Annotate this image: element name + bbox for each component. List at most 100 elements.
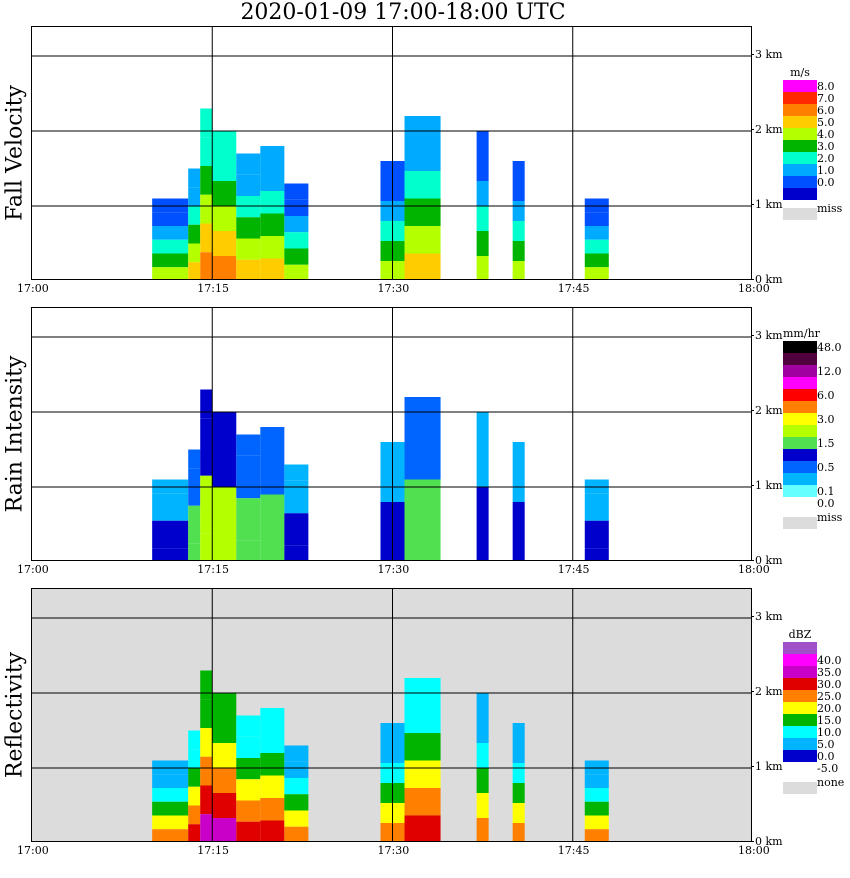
data-cell [188,224,201,244]
data-cell [152,253,189,268]
legend-row [783,449,843,461]
legend-swatch [783,128,817,140]
y-tick-label: 2 km [751,685,783,698]
panel-ylabel: Rain Intensity [0,307,30,561]
legend-label: 3.0 [817,140,835,153]
data-cell [512,161,525,181]
data-cell [260,449,285,472]
data-cell [236,821,261,841]
legend-swatch [783,176,817,188]
legend-unit: dBZ [788,628,812,641]
data-cell [512,743,525,763]
legend-swatch [783,341,817,353]
legend-label: 30.0 [817,678,842,691]
data-cell [260,146,285,169]
legend-swatch [783,485,817,497]
data-cell [188,768,201,787]
data-cell [236,196,261,218]
data-cell [188,262,201,279]
data-cell [476,818,489,841]
data-cell [236,217,261,239]
data-cell [200,533,213,560]
legend-swatch [783,702,817,714]
data-cell [512,783,525,803]
data-cell [584,226,609,240]
panel-ylabel-text: Rain Intensity [2,355,28,513]
data-cell [212,206,237,231]
colorbar-legend: m/s 8.0 7.0 6.0 5.0 4.0 3.0 2.0 1.0 0.0 miss [783,66,843,222]
colorbar-legend: dBZ 40.0 35.0 30.0 25.0 20.0 15.0 10.0 5.0 0.0 -5.… [783,628,844,796]
legend-swatch [783,413,817,425]
data-cell [212,768,237,793]
y-tick-label: 2 km [751,123,783,136]
legend-row: 5.0 [783,116,843,128]
data-cell [404,678,441,706]
legend-row: 3.0 [783,413,843,425]
data-cell [476,131,489,156]
data-cell [236,736,261,758]
data-cell [188,730,201,750]
legend-swatch [783,116,817,128]
data-cell [236,259,261,279]
data-cell [200,756,213,786]
data-cell [188,805,201,825]
data-cell [188,168,201,188]
plot-area [31,307,752,561]
data-cell [236,498,261,520]
data-cell [512,442,525,462]
data-cell [260,753,285,776]
data-cell [512,181,525,201]
data-cell [476,693,489,718]
data-cell [152,226,189,240]
x-tick-label: 17:00 [17,563,49,576]
data-cell [512,482,525,502]
y-tick-label: 0 km [751,273,783,286]
data-cell [584,788,609,802]
legend-swatch [783,104,817,116]
legend-row: 8.0 [783,80,843,92]
data-cell [284,810,309,827]
legend-row [783,353,843,365]
legend-row: 0.0 [783,176,843,188]
legend-swatch [783,80,817,92]
legend-missing: miss [783,511,843,531]
data-cell [584,267,609,279]
data-cell [200,418,213,447]
data-cell [188,449,201,469]
data-cell [200,814,213,841]
data-cell [260,539,285,560]
data-cell [188,524,201,544]
x-tick-label: 17:15 [197,282,229,295]
data-cell [284,199,309,216]
data-cell [260,494,285,517]
data-cell [284,529,309,546]
legend-swatch [783,762,817,774]
legend-row [783,188,843,200]
data-cell [404,452,441,480]
legend-label: 48.0 [817,341,842,354]
data-cell [284,248,309,265]
data-cell [200,223,213,253]
data-cell [584,212,609,226]
data-cell [152,479,189,494]
legend-swatch [783,726,817,738]
y-tick-label: 1 km [751,198,783,211]
data-cell [476,437,489,462]
data-cell [188,543,201,560]
data-cell [404,397,441,425]
data-cell [212,462,237,487]
plot-svg [32,27,751,279]
x-tick-label: 18:00 [738,844,770,857]
data-cell [404,171,441,199]
data-cell [212,487,237,512]
legend-swatch [783,750,817,762]
data-cell [284,745,309,762]
data-cell [404,534,441,560]
legend-swatch [783,188,817,200]
x-tick-label: 17:30 [377,563,410,576]
data-cell [476,206,489,231]
data-cell [200,670,213,700]
legend-missing-swatch [783,208,817,220]
data-cell [476,743,489,768]
data-cell [260,775,285,798]
